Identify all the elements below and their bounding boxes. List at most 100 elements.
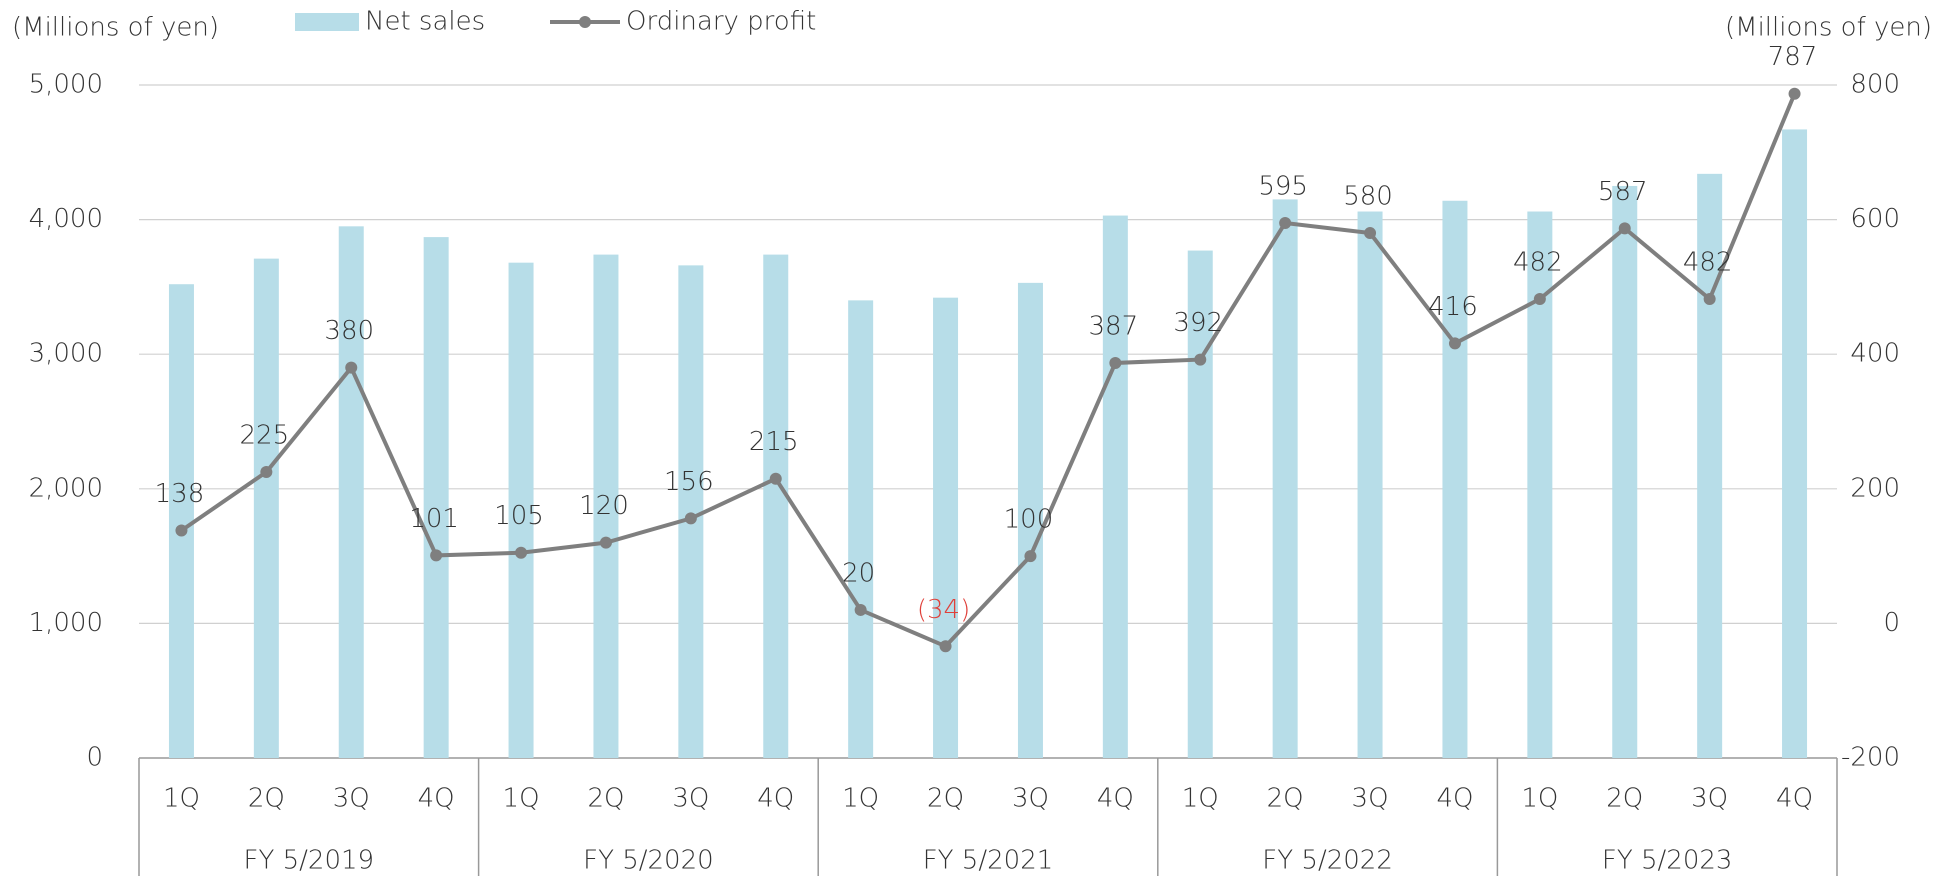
x-tick-label: 3Q [1012,784,1049,814]
bar [678,265,704,758]
x-tick-label: 2Q [1267,784,1304,814]
point [854,603,867,616]
x-tick-label: 3Q [672,784,709,814]
data-label: 225 [240,420,290,450]
data-label: (34) [917,595,970,625]
point [1279,216,1292,229]
group-label: FY 5/2023 [1602,846,1733,876]
y-tick-label: 1,000 [29,608,103,638]
y-tick-label: 5,000 [29,70,103,100]
bar [763,254,789,758]
y-tick-label: 4,000 [29,204,103,234]
point [175,524,188,537]
data-label: 482 [1683,248,1733,278]
point [515,546,528,559]
data-label: 20 [842,558,875,588]
data-label: 101 [409,504,459,534]
x-tick-label: 4Q [757,784,794,814]
bar [1782,129,1808,759]
bar [593,254,619,758]
y-axis-label: (Millions of yen) [12,13,219,43]
bar [848,300,874,758]
bar [1102,215,1128,758]
point [430,549,443,562]
y2-tick-label: 0 [1883,608,1900,638]
point [684,512,697,525]
data-label: 387 [1089,311,1139,341]
data-label: 105 [494,501,544,531]
point [599,536,612,549]
x-tick-label: 4Q [1776,784,1813,814]
data-label: 215 [749,427,799,457]
x-tick-label: 1Q [842,784,879,814]
data-label: 138 [155,479,205,509]
point [260,465,273,478]
bar [253,258,279,758]
bar [1697,173,1723,758]
point [1109,356,1122,369]
bar [1612,185,1638,758]
point [1788,87,1801,100]
point [345,361,358,374]
bar [1357,211,1383,759]
bar [168,284,194,758]
legend-swatch [579,16,591,28]
data-label: 120 [579,491,629,521]
point [1024,550,1037,563]
y2-tick-label: -200 [1841,743,1900,773]
bar [1017,282,1043,758]
data-label: 380 [324,316,374,346]
bar [1272,199,1298,758]
bar [508,262,534,758]
line [180,92,1797,649]
y2-tick-label: 800 [1850,70,1900,100]
y-tick-label: 0 [86,743,103,773]
x-tick-label: 4Q [418,784,455,814]
point [1448,337,1461,350]
y2-tick-label: 400 [1850,339,1900,369]
x-tick-label: 4Q [1097,784,1134,814]
group-label: FY 5/2019 [244,846,375,876]
x-tick-label: 2Q [927,784,964,814]
point [1364,227,1377,240]
point [1703,293,1716,306]
point [1194,353,1207,366]
x-tick-label: 1Q [503,784,540,814]
data-label: 416 [1428,292,1478,322]
data-label: 392 [1173,308,1223,338]
data-label: 595 [1258,171,1308,201]
group-label: FY 5/2021 [923,846,1054,876]
bar [338,226,364,758]
x-tick-label: 3Q [1691,784,1728,814]
x-tick-label: 1Q [1182,784,1219,814]
data-label: 787 [1768,42,1818,72]
point [939,640,952,653]
legend-label: Net sales [365,7,485,37]
x-tick-label: 2Q [587,784,624,814]
legend-swatch [295,13,359,31]
data-label: 482 [1513,248,1563,278]
data-label: 156 [664,467,714,497]
bar [423,237,449,758]
y-tick-label: 2,000 [29,473,103,503]
bar [1442,200,1468,759]
x-tick-label: 2Q [1606,784,1643,814]
bar [1187,250,1213,759]
y2-axis-label: (Millions of yen) [1725,13,1932,43]
data-label: 580 [1343,182,1393,212]
data-label: 100 [1004,505,1054,535]
x-tick-label: 2Q [248,784,285,814]
y2-tick-label: 200 [1850,473,1900,503]
group-label: FY 5/2022 [1262,846,1393,876]
y-tick-label: 3,000 [29,339,103,369]
y2-tick-label: 600 [1850,204,1900,234]
group-label: FY 5/2020 [583,846,714,876]
x-tick-label: 1Q [163,784,200,814]
x-tick-label: 4Q [1436,784,1473,814]
point [769,472,782,485]
x-tick-label: 3Q [333,784,370,814]
legend-label: Ordinary profit [626,7,816,37]
x-tick-label: 3Q [1352,784,1389,814]
